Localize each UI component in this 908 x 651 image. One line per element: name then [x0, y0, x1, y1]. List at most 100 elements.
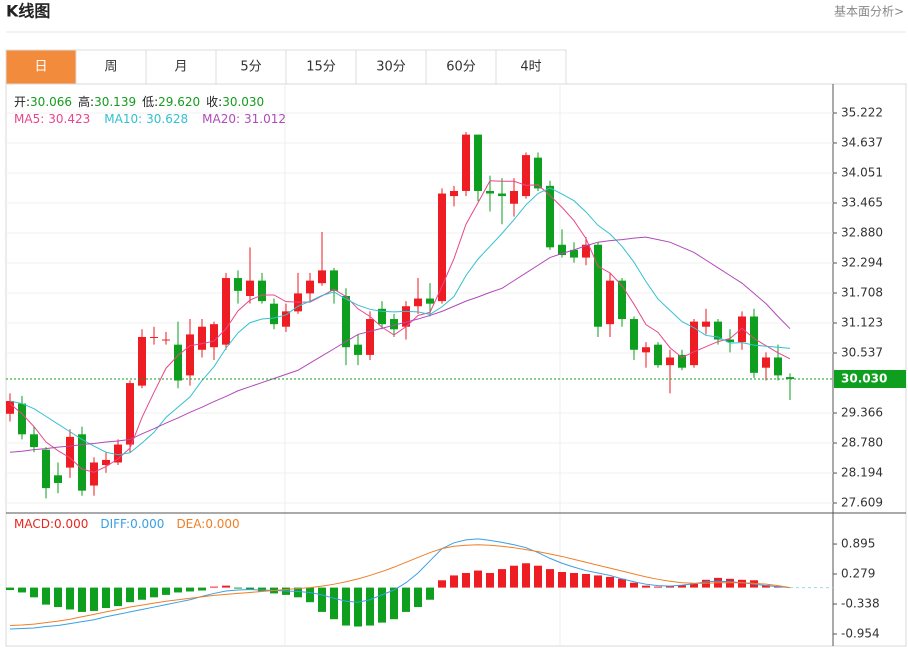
- candle-body: [450, 190, 458, 197]
- tab-label[interactable]: 60分: [446, 60, 476, 75]
- macd-bar: [246, 587, 254, 591]
- candle-body: [474, 134, 482, 191]
- tab[interactable]: [75, 49, 147, 85]
- macd-bar: [582, 573, 590, 588]
- candle-body: [102, 459, 110, 466]
- macd-bar: [138, 587, 146, 600]
- candle-body: [582, 244, 590, 258]
- candle-body: [246, 280, 254, 296]
- macd-bar: [78, 587, 86, 612]
- candle-body: [714, 321, 722, 340]
- candle-body: [546, 185, 554, 248]
- y-tick-label: -0.954: [841, 627, 880, 641]
- candle-body: [366, 319, 374, 355]
- y-tick-label: 0.279: [841, 567, 875, 581]
- y-tick-label: 34.637: [841, 135, 883, 149]
- tab-label[interactable]: 周: [104, 60, 117, 75]
- line-series: [9, 544, 791, 627]
- y-tick-label: 35.222: [841, 105, 883, 119]
- macd-bar: [666, 586, 674, 588]
- y-tick-label: 32.880: [841, 225, 883, 239]
- ma-legend: MA5: 30.423 MA10: 30.628 MA20: 31.012: [14, 112, 286, 126]
- legend-value: 0.000: [130, 517, 164, 531]
- chart-frame: [5, 83, 907, 647]
- candle-body: [534, 157, 542, 189]
- macd-bar: [378, 587, 386, 623]
- candle-body: [510, 190, 518, 204]
- macd-bar: [618, 578, 626, 588]
- macd-bar: [474, 570, 482, 588]
- macd-bar: [654, 586, 662, 588]
- macd-bar: [6, 587, 14, 591]
- candle-body: [198, 326, 206, 350]
- candle-body: [402, 306, 410, 327]
- candle-body: [726, 339, 734, 343]
- tab-label[interactable]: 30分: [376, 60, 406, 75]
- candle-body: [750, 316, 758, 373]
- macd-bar: [462, 572, 470, 588]
- macd-bar: [522, 563, 530, 588]
- macd-bar: [690, 583, 698, 588]
- fundamental-link[interactable]: 基本面分析>: [834, 5, 904, 19]
- tab-label[interactable]: 日: [34, 60, 47, 75]
- legend-value: 30.423: [48, 112, 90, 126]
- line-series: [9, 538, 791, 630]
- legend-name: MA20:: [202, 112, 240, 126]
- candle-body: [354, 344, 362, 355]
- tab-bar: 日 周 月 5分 15分 30分 60分 4时: [5, 49, 567, 85]
- legend-value: 30.628: [146, 112, 188, 126]
- candle-body: [594, 244, 602, 327]
- macd-bar: [738, 579, 746, 588]
- macd-bar: [330, 587, 338, 620]
- macd-bar: [594, 575, 602, 588]
- candle-body: [666, 357, 674, 366]
- y-tick-label: 32.294: [841, 255, 883, 269]
- candle-body: [702, 321, 710, 327]
- candle-body: [318, 270, 326, 284]
- candle-body: [126, 383, 134, 445]
- candle-body: [186, 334, 194, 376]
- macd-bar: [30, 587, 38, 598]
- legend-name: DIFF:: [100, 517, 130, 531]
- candle-body: [234, 278, 242, 291]
- candle-body: [18, 403, 26, 435]
- y-tick-label: -0.338: [841, 597, 880, 611]
- line-series: [9, 180, 791, 473]
- tab-label[interactable]: 4时: [520, 60, 541, 75]
- tab-label[interactable]: 5分: [240, 60, 261, 75]
- macd-bar: [42, 587, 50, 605]
- macd-bar: [354, 587, 362, 627]
- line-series: [9, 187, 791, 456]
- legend-name: MA10:: [104, 112, 142, 126]
- candle-body: [786, 377, 794, 379]
- ohlc-info: 开:30.066 高:30.139 低:29.620 收:30.030: [14, 94, 264, 109]
- candle-body: [426, 298, 434, 304]
- macd-bar: [186, 587, 194, 592]
- info-value: 29.620: [158, 95, 200, 109]
- candle-body: [774, 357, 782, 376]
- candle-body: [90, 462, 98, 486]
- candle-body: [606, 280, 614, 325]
- macd-bar: [54, 587, 62, 608]
- candle-body: [738, 316, 746, 343]
- macd-bar: [18, 587, 26, 593]
- macd-bar: [162, 587, 170, 595]
- candle-body: [390, 319, 398, 330]
- candle-body: [6, 401, 14, 414]
- tab-label[interactable]: 月: [174, 60, 187, 75]
- y-tick-label: 28.780: [841, 436, 883, 450]
- macd-bar: [342, 587, 350, 626]
- tab[interactable]: [355, 49, 427, 85]
- candle-body: [138, 336, 146, 386]
- candle-body: [306, 280, 314, 294]
- macd-bar: [606, 576, 614, 588]
- macd-bar: [546, 569, 554, 588]
- tab[interactable]: [495, 49, 567, 85]
- line-series: [9, 236, 791, 453]
- macd-bar: [534, 565, 542, 588]
- macd-bar: [198, 587, 206, 591]
- macd-bar: [114, 587, 122, 607]
- tab-label[interactable]: 15分: [306, 60, 336, 75]
- candle-body: [222, 278, 230, 345]
